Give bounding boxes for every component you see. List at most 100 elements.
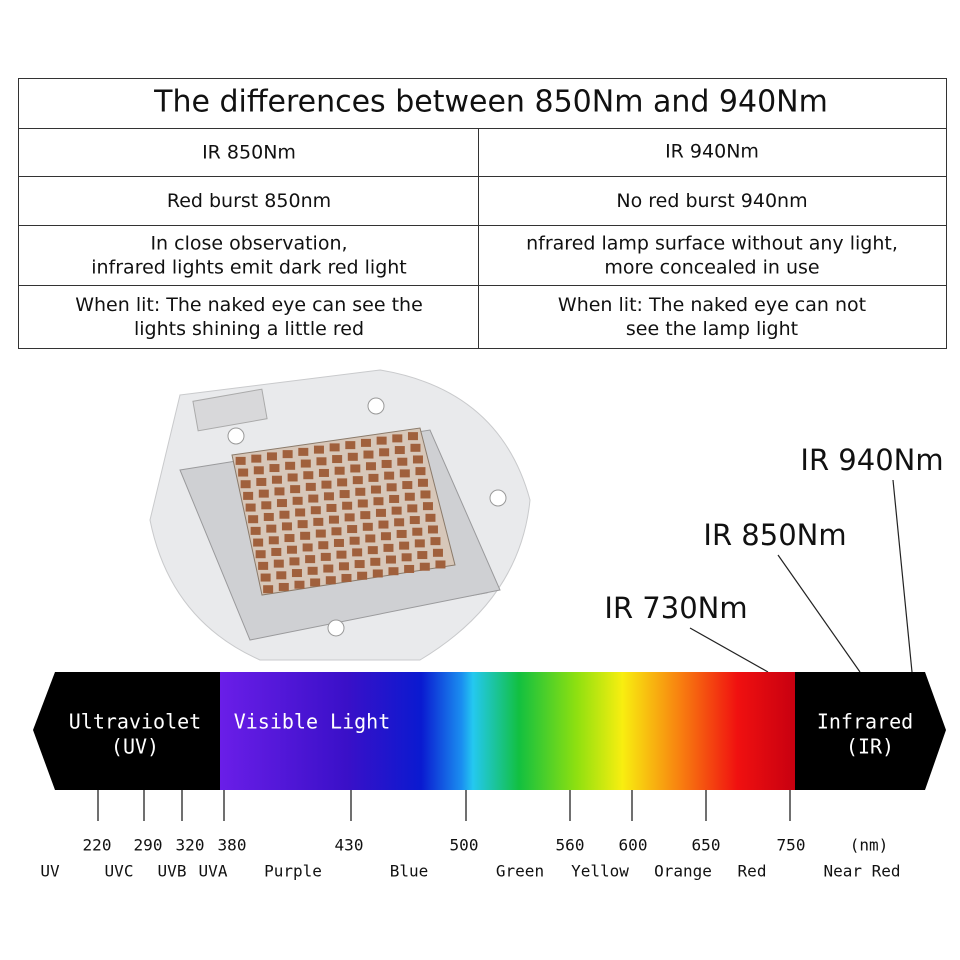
led-cell <box>271 547 282 556</box>
led-cell <box>248 515 259 524</box>
led-cell <box>238 468 249 477</box>
wavelength-label: 650 <box>692 836 721 855</box>
led-cell <box>412 527 423 536</box>
led-cell <box>305 555 316 564</box>
led-cell <box>240 480 251 489</box>
led-cell <box>401 553 412 562</box>
led-cell <box>392 434 403 443</box>
led-cell <box>326 503 337 512</box>
led-cell <box>407 432 418 441</box>
region-label: Infrared <box>817 710 913 734</box>
led-cell <box>281 522 292 531</box>
wavelength-label: 750 <box>777 836 806 855</box>
led-cell <box>412 455 423 464</box>
led-cell <box>383 543 394 552</box>
led-cell <box>286 545 297 554</box>
led-cell <box>368 473 379 482</box>
led-cell <box>409 516 420 525</box>
led-cell <box>385 555 396 564</box>
led-cell <box>235 456 246 465</box>
led-cell <box>305 482 316 491</box>
led-cell <box>365 534 376 543</box>
comparison-table: The differences between 850Nm and 940Nm … <box>18 78 947 349</box>
led-cell <box>284 534 295 543</box>
led-cell <box>300 531 311 540</box>
led-cell <box>396 529 407 538</box>
led-cell <box>307 566 318 575</box>
led-cell <box>352 476 363 485</box>
led-cell <box>315 529 326 538</box>
led-cell <box>422 502 433 511</box>
led-cell <box>323 492 334 501</box>
led-cell <box>332 455 343 464</box>
cell-text: see the lamp light <box>626 318 798 340</box>
led-cell <box>402 481 413 490</box>
led-cell <box>316 457 327 466</box>
led-cell <box>302 543 313 552</box>
led-cell <box>323 564 334 573</box>
led-cell <box>303 471 314 480</box>
led-cell <box>321 480 332 489</box>
led-cell <box>360 511 371 520</box>
callout-line <box>892 479 913 673</box>
led-cell <box>279 510 290 519</box>
led-cell <box>430 537 441 546</box>
led-cell <box>349 536 360 545</box>
wavelength-label: 220 <box>83 836 112 855</box>
led-cell <box>435 560 446 569</box>
led-cell <box>397 457 408 466</box>
led-cell <box>297 520 308 529</box>
led-cell <box>404 564 415 573</box>
led-cell <box>391 506 402 515</box>
cell-text: When lit: The naked eye can not <box>558 294 866 316</box>
cell-text: lights shining a little red <box>134 318 364 340</box>
led-cell <box>342 501 353 510</box>
led-cell <box>278 582 289 591</box>
led-cell <box>432 548 443 557</box>
led-cell <box>331 527 342 536</box>
led-cell <box>274 487 285 496</box>
led-cell <box>285 461 296 470</box>
led-cell <box>294 580 305 589</box>
led-cell <box>407 504 418 513</box>
led-cell <box>253 466 264 475</box>
led-cell <box>328 515 339 524</box>
led-cell <box>415 467 426 476</box>
header-cell: IR 940Nm <box>665 141 759 163</box>
band-label: Green <box>496 862 544 881</box>
spectrum: Ultraviolet (UV) Visible Light Infrared … <box>33 672 946 881</box>
led-cell <box>388 567 399 576</box>
led-cell <box>268 536 279 545</box>
led-cell <box>333 538 344 547</box>
led-cell <box>276 571 287 580</box>
band-label: UV <box>40 862 60 881</box>
visible-band <box>220 672 795 790</box>
led-cell <box>291 569 302 578</box>
led-cell <box>310 506 321 515</box>
led-cell <box>417 551 428 560</box>
cell-text: When lit: The naked eye can see the <box>75 294 423 316</box>
region-label: (IR) <box>846 735 894 759</box>
band-label: Near Red <box>823 862 900 881</box>
wavelength-label: 430 <box>335 836 364 855</box>
callout-label: IR 850Nm <box>703 518 846 552</box>
led-cell <box>313 445 324 454</box>
led-cell <box>273 559 284 568</box>
wavelength-label: 380 <box>218 836 247 855</box>
callout-line <box>689 627 769 673</box>
cell-text: more concealed in use <box>604 257 819 279</box>
led-cell <box>300 459 311 468</box>
led-cell <box>417 478 428 487</box>
led-cell <box>344 513 355 522</box>
led-cell <box>256 477 267 486</box>
led-cell <box>404 492 415 501</box>
led-cell <box>381 459 392 468</box>
led-cell <box>425 513 436 522</box>
led-cell <box>334 466 345 475</box>
led-cell <box>378 520 389 529</box>
led-cell <box>245 503 256 512</box>
table-title: The differences between 850Nm and 940Nm <box>153 85 828 120</box>
cell-text: Red burst 850nm <box>167 190 331 212</box>
led-cell <box>258 561 269 570</box>
callout-line <box>777 554 861 673</box>
